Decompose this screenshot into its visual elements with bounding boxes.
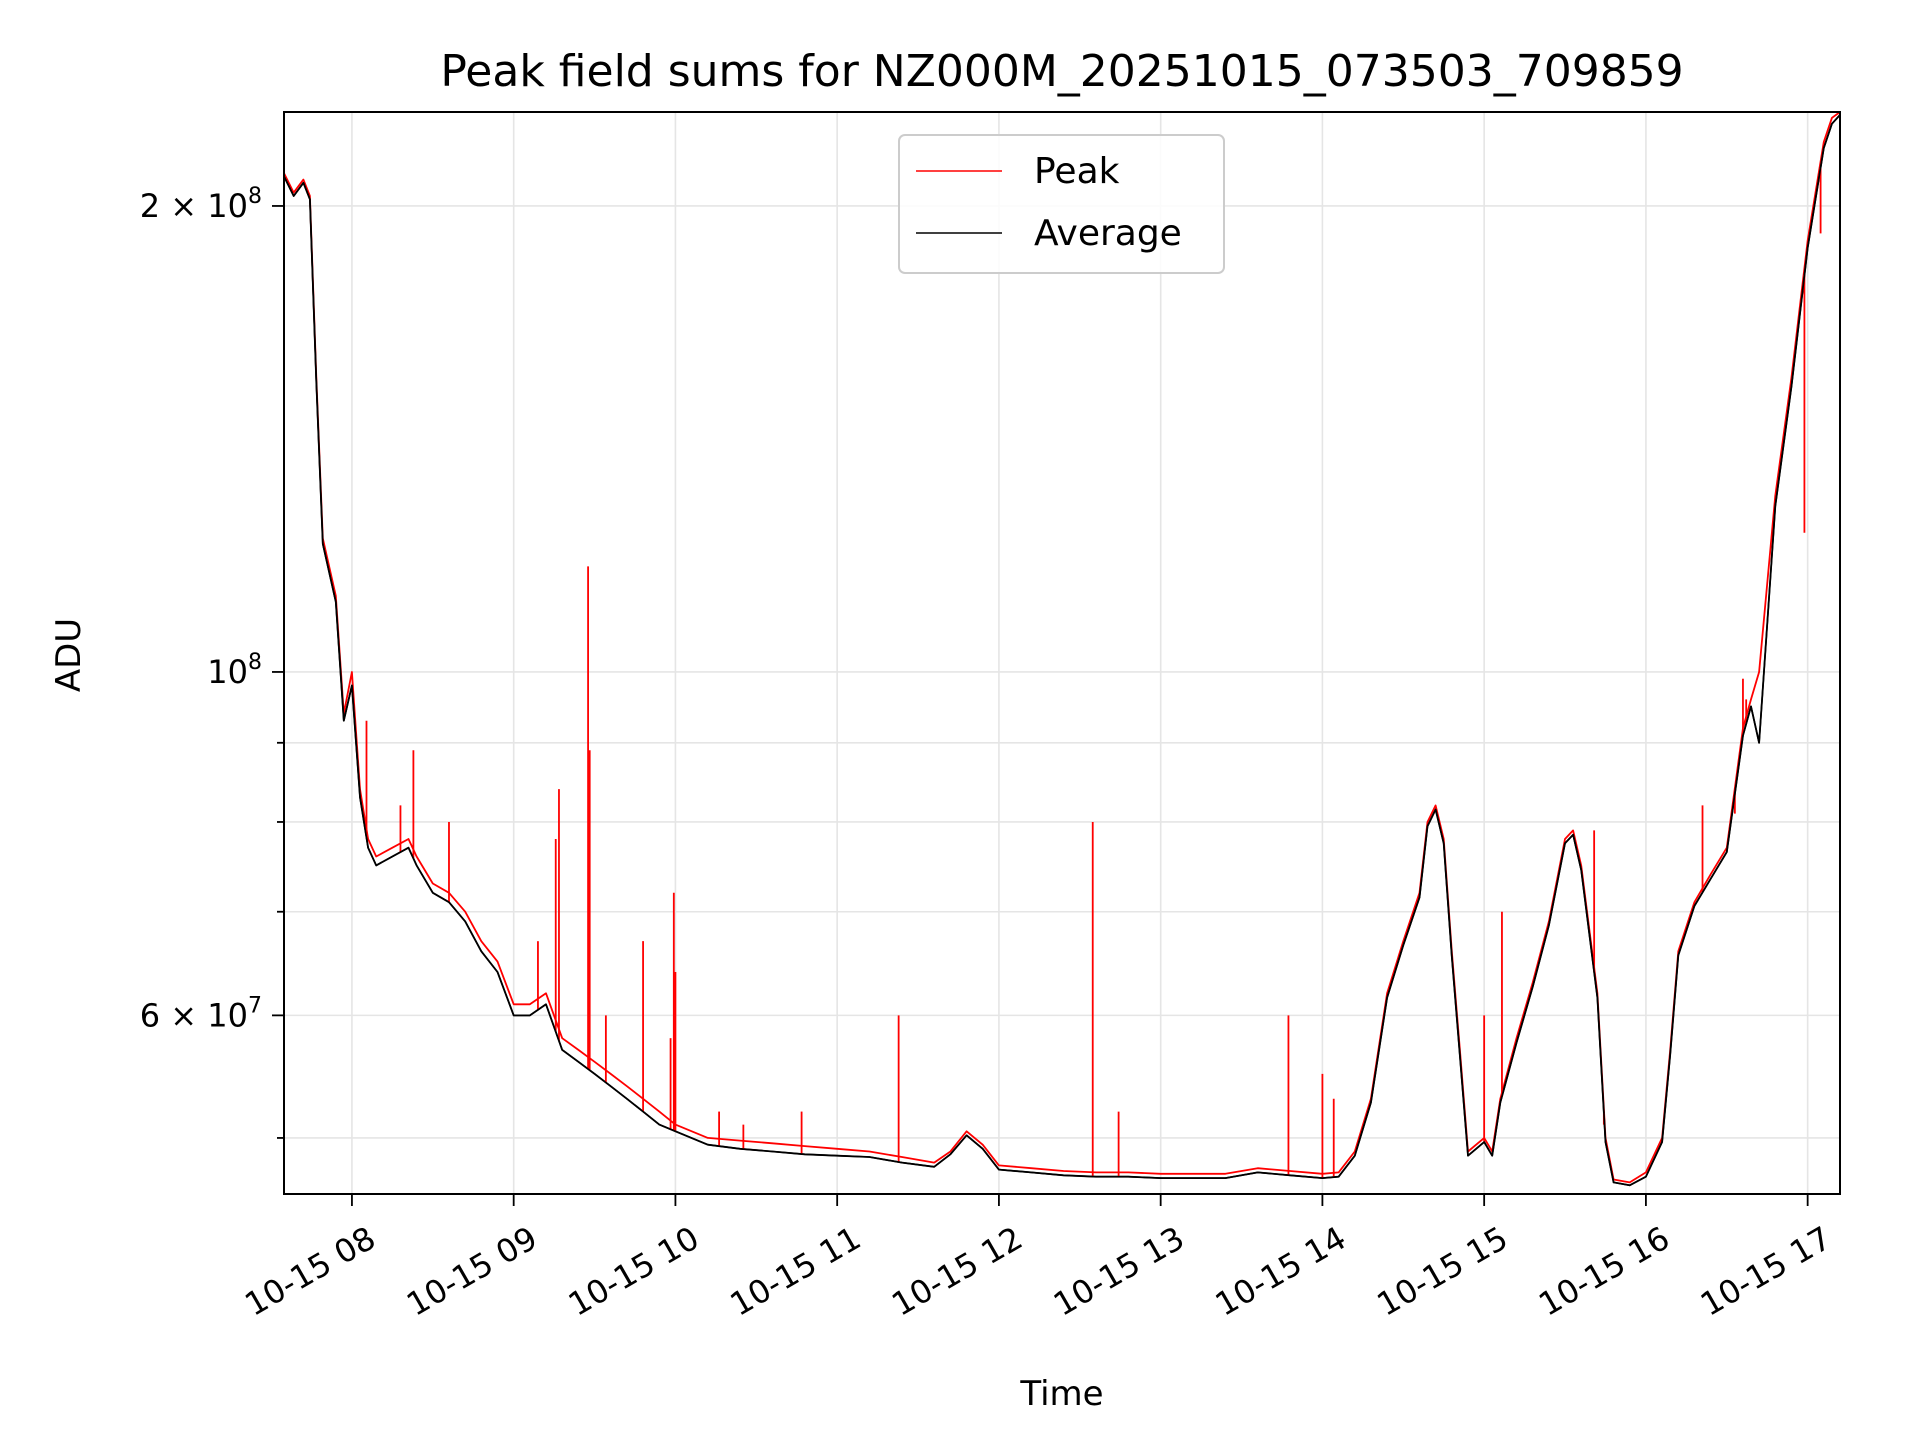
x-axis-label: Time <box>1019 1374 1103 1414</box>
legend-box <box>898 134 1225 274</box>
y-tick-label: 2 × 108 <box>140 184 262 225</box>
y-axis-label: ADU <box>49 618 89 692</box>
plot-frame <box>283 111 1841 1195</box>
legend-label-average: Average <box>1034 213 1182 254</box>
series-line-peak <box>284 112 1840 1184</box>
legend: Peak Average <box>898 134 1225 274</box>
chart-title: Peak field sums for NZ000M_20251015_0735… <box>440 46 1683 97</box>
series-layer <box>284 112 1840 1187</box>
series-line-average-top <box>284 114 1840 1187</box>
y-tick-label: 108 <box>207 650 262 691</box>
y-tick-label: 6 × 107 <box>140 993 262 1034</box>
grid-layer <box>284 112 1840 1194</box>
legend-label-peak: Peak <box>1034 151 1120 192</box>
